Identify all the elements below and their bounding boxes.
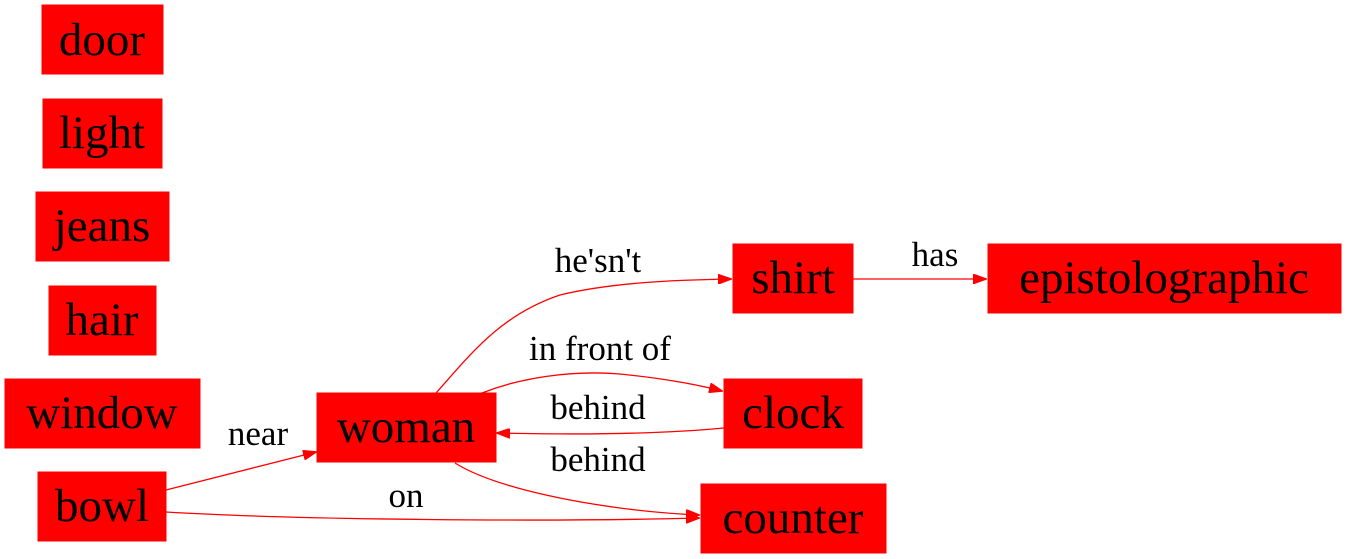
edge-bowl-on-counter: on — [165, 476, 699, 520]
node-box — [35, 191, 170, 262]
node-label: hair — [65, 294, 138, 346]
edge-woman-in-front-of-clock: in front of — [481, 329, 722, 394]
node-box — [732, 243, 854, 314]
node-box — [48, 285, 157, 356]
node-bowl: bowl — [37, 471, 167, 542]
edge-label: has — [912, 235, 959, 274]
node-box — [316, 392, 497, 463]
edge-clock-behind-woman: behind — [497, 388, 725, 434]
nodes: door light jeans hair window bowl woman — [4, 4, 1342, 554]
node-counter: counter — [700, 483, 887, 554]
edge-line — [165, 511, 699, 520]
node-hair: hair — [48, 285, 157, 356]
edge-line — [481, 372, 722, 394]
node-label: clock — [742, 387, 844, 439]
edge-line — [165, 452, 316, 491]
node-box — [4, 378, 201, 449]
node-label: bowl — [55, 480, 149, 532]
node-window: window — [4, 378, 201, 449]
node-box — [41, 4, 164, 75]
edge-label: on — [389, 476, 424, 515]
node-box — [723, 378, 863, 449]
node-label: window — [26, 387, 178, 439]
edge-line — [454, 462, 699, 515]
node-shirt: shirt — [732, 243, 854, 314]
node-jeans: jeans — [35, 191, 170, 262]
node-box — [37, 471, 167, 542]
edges: near on he'sn't in front of behind behin… — [165, 235, 986, 520]
node-box — [42, 98, 163, 169]
node-label: woman — [337, 401, 475, 453]
edge-bowl-near-woman: near — [165, 414, 316, 491]
edge-line — [497, 427, 725, 434]
node-label: shirt — [751, 252, 835, 304]
node-label: light — [59, 107, 145, 159]
edge-label: near — [228, 414, 289, 453]
edge-label: behind — [550, 388, 646, 427]
node-box — [700, 483, 887, 554]
edge-label: behind — [550, 440, 646, 479]
node-box — [987, 243, 1342, 314]
node-label: door — [59, 14, 146, 66]
node-clock: clock — [723, 378, 863, 449]
node-door: door — [41, 4, 164, 75]
edge-shirt-has-epistolographic: has — [853, 235, 986, 279]
node-light: light — [42, 98, 163, 169]
edge-label: in front of — [529, 329, 671, 368]
node-label: counter — [723, 492, 864, 544]
node-label: jeans — [52, 200, 151, 252]
edge-line — [435, 279, 731, 394]
node-epistolographic: epistolographic — [987, 243, 1342, 314]
node-woman: woman — [316, 392, 497, 463]
edge-label: he'sn't — [555, 241, 642, 280]
node-label: epistolographic — [1019, 252, 1309, 304]
edge-woman-hesnt-shirt: he'sn't — [435, 241, 731, 394]
edge-woman-behind-counter: behind — [454, 440, 699, 515]
